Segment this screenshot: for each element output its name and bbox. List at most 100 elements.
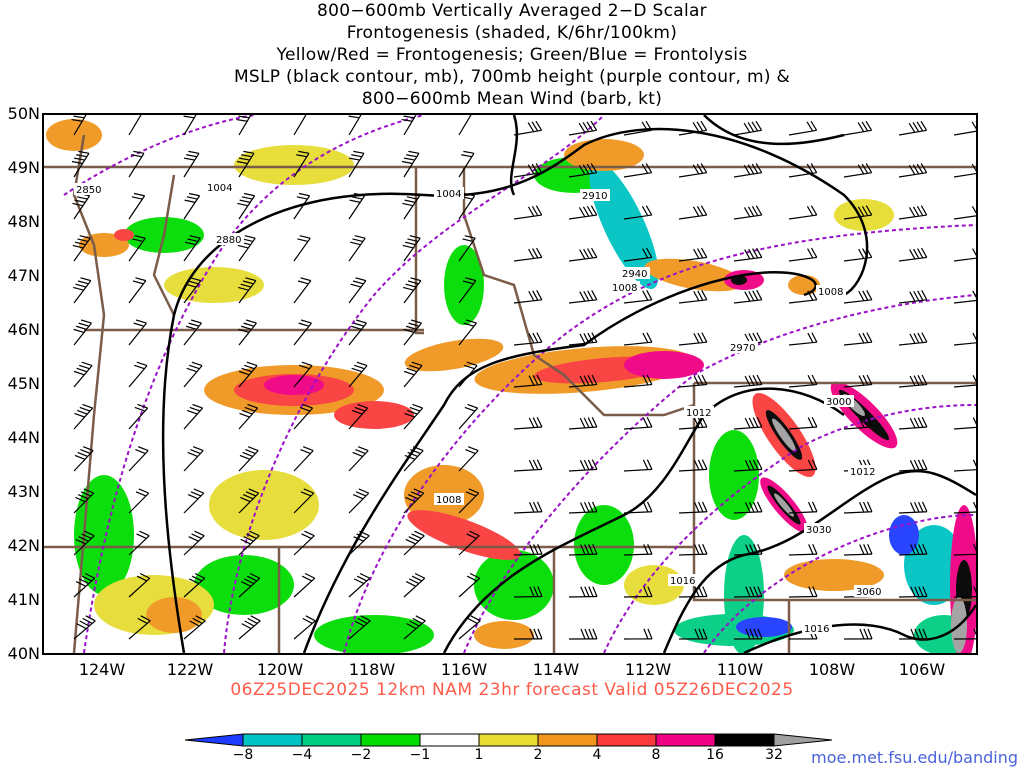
- wind-barb: [953, 332, 976, 346]
- wind-barb: [237, 192, 256, 220]
- wind-barb: [953, 417, 976, 430]
- wind-barb: [733, 205, 763, 220]
- wind-barb: [403, 446, 424, 472]
- wind-barb: [183, 150, 200, 178]
- wind-barb: [403, 572, 426, 598]
- colorbar-label: 16: [706, 747, 724, 763]
- colorbar-label: −4: [291, 747, 313, 763]
- title-line-4: MSLP (black contour, mb), 700mb height (…: [233, 67, 791, 87]
- wind-barb: [788, 374, 818, 388]
- lat-label-48n: 48N: [7, 212, 40, 231]
- wind-barb: [513, 290, 543, 304]
- wind-barb: [73, 361, 93, 388]
- source-url: moe.met.fsu.edu/banding: [811, 748, 1018, 767]
- wind-barb: [73, 572, 96, 598]
- wind-barb: [513, 374, 543, 388]
- wind-barb: [403, 277, 422, 304]
- wind-barb: [788, 247, 818, 262]
- wind-barb: [678, 290, 708, 304]
- wind-barb: [293, 319, 312, 346]
- lon-label-122w: 122W: [166, 660, 214, 679]
- wind-barb: [128, 615, 151, 640]
- colorbar-label: 2: [533, 747, 543, 763]
- wind-barb: [733, 586, 763, 598]
- wind-barb: [71, 150, 90, 178]
- mslp-label: 1012: [686, 408, 711, 419]
- wind-barb: [733, 290, 763, 304]
- wind-barb: [788, 290, 818, 304]
- colorbar-label: −1: [409, 747, 431, 763]
- wind-barb: [843, 163, 873, 178]
- lat-label-44n: 44N: [7, 428, 40, 447]
- mslp-label: 1008: [436, 495, 461, 506]
- wind-barb: [513, 586, 543, 598]
- map-svg: 1004 1004 1008 1008 1012 1012 1008 1016 …: [44, 115, 976, 653]
- colorbar-label: 32: [765, 747, 783, 763]
- wind-barb: [293, 192, 311, 220]
- wind-barb: [678, 120, 708, 136]
- wind-barb: [843, 205, 873, 220]
- wind-barb: [623, 459, 653, 472]
- wind-barb: [293, 488, 315, 514]
- wind-barb: [733, 459, 763, 472]
- wind-barb: [568, 205, 598, 220]
- wind-barb: [348, 277, 367, 304]
- wind-barb: [128, 530, 150, 556]
- wind-barb: [898, 586, 928, 598]
- wind-barb: [458, 403, 479, 430]
- wind-barb: [403, 530, 425, 556]
- wind-barb: [293, 150, 310, 178]
- wind-barb: [348, 115, 364, 136]
- wind-barb: [458, 361, 478, 388]
- wind-barb: [73, 319, 92, 346]
- wind-barb: [623, 628, 653, 640]
- lat-label-41n: 41N: [7, 590, 40, 609]
- lon-label-112w: 112W: [624, 660, 672, 679]
- mslp-label: 1012: [850, 467, 875, 478]
- wind-barb: [73, 530, 95, 556]
- wind-barb: [788, 163, 818, 178]
- wind-barb: [953, 205, 976, 220]
- wind-barb: [513, 501, 543, 514]
- wind-barb: [568, 332, 598, 346]
- colorbar-segment: [360, 733, 421, 747]
- wind-barb: [238, 572, 261, 598]
- wind-barb: [733, 628, 763, 640]
- wind-barb: [513, 332, 543, 346]
- wind-barb: [128, 150, 145, 178]
- wind-barb: [293, 235, 311, 262]
- lon-label-106w: 106W: [898, 660, 946, 679]
- wind-barb: [953, 459, 976, 472]
- wind-barb: [128, 361, 148, 388]
- wind-barb: [788, 120, 818, 136]
- colorbar: [185, 733, 833, 747]
- lat-label-45n: 45N: [7, 374, 40, 393]
- wind-barb: [183, 488, 205, 514]
- colorbar-segment: [185, 733, 244, 747]
- wind-barb: [401, 115, 419, 136]
- wind-barb: [238, 403, 259, 430]
- wind-barb: [953, 586, 976, 598]
- wind-barb: [348, 446, 369, 472]
- wind-barb: [458, 150, 475, 178]
- wind-barb: [401, 150, 420, 178]
- wind-barb: [513, 417, 543, 430]
- height-label: 2970: [730, 343, 755, 354]
- colorbar-label: −2: [350, 747, 372, 763]
- wind-barb: [733, 120, 763, 136]
- map-panel: 1004 1004 1008 1008 1012 1012 1008 1016 …: [42, 113, 978, 655]
- wind-barb: [348, 192, 366, 220]
- wind-barb: [73, 403, 94, 430]
- wind-barb: [898, 120, 928, 136]
- wind-barb: [898, 205, 928, 220]
- wind-barb: [236, 150, 255, 178]
- wind-barb: [348, 319, 367, 346]
- wind-barb: [568, 290, 598, 304]
- wind-barb: [183, 192, 201, 220]
- wind-barb: [293, 115, 309, 136]
- wind-barb: [402, 192, 421, 220]
- wind-barb: [183, 615, 206, 640]
- wind-barb: [843, 628, 873, 640]
- wind-barb: [128, 235, 146, 262]
- wind-barb: [238, 446, 259, 472]
